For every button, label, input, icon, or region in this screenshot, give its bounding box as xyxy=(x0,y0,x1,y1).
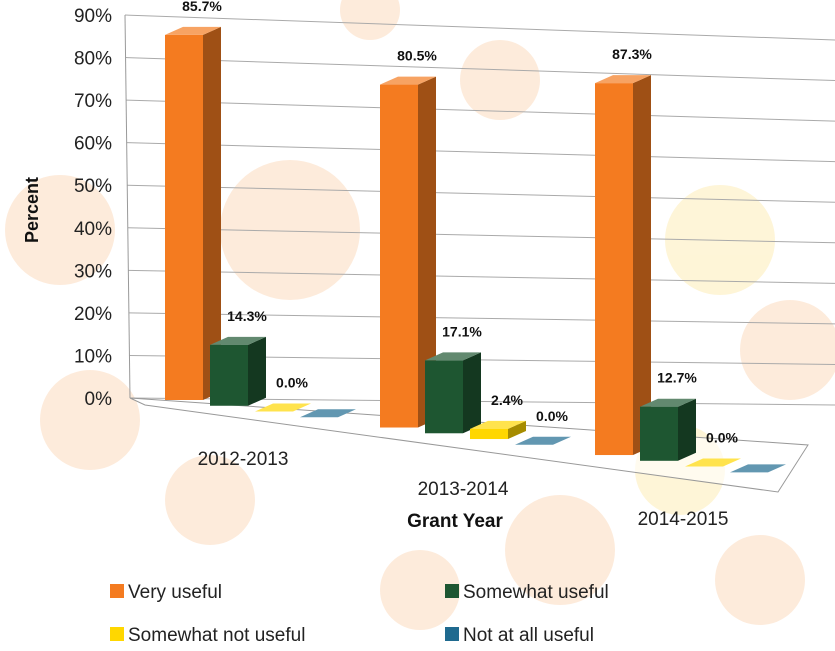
chart: Percent Grant Year Very useful Somewhat u… xyxy=(0,0,835,646)
legend-swatch xyxy=(445,584,459,598)
y-tick-label: 80% xyxy=(74,49,112,70)
legend-swatch xyxy=(110,584,124,598)
value-label: 85.7% xyxy=(182,0,222,14)
bar-side xyxy=(463,352,481,433)
y-tick-label: 60% xyxy=(74,134,112,155)
y-tick-label: 20% xyxy=(74,304,112,325)
bar xyxy=(595,83,633,455)
bar xyxy=(210,345,248,406)
value-label: 80.5% xyxy=(397,48,437,64)
y-axis-label: Percent xyxy=(22,177,42,243)
value-label: 87.3% xyxy=(612,46,652,62)
y-axis xyxy=(125,15,130,398)
x-axis-label: Grant Year xyxy=(407,511,503,532)
x-tick-label: 2012-2013 xyxy=(198,449,289,470)
y-tick-label: 10% xyxy=(74,346,112,367)
legend-label: Somewhat not useful xyxy=(128,625,305,646)
grid-line xyxy=(125,15,835,40)
legend-label: Very useful xyxy=(128,582,222,603)
legend: Very useful Somewhat useful Somewhat not u… xyxy=(110,582,609,646)
x-tick-label: 2013-2014 xyxy=(418,479,509,500)
y-tick-label: 30% xyxy=(74,261,112,282)
value-label: 17.1% xyxy=(442,323,482,339)
legend-label: Not at all useful xyxy=(463,625,594,646)
y-tick-label: 90% xyxy=(74,6,112,27)
y-tick-label: 70% xyxy=(74,91,112,112)
value-label: 0.0% xyxy=(276,375,308,391)
value-label: 0.0% xyxy=(706,430,738,446)
bar-side xyxy=(633,75,651,455)
legend-swatch xyxy=(110,627,124,641)
value-label: 2.4% xyxy=(491,392,523,408)
y-tick-label: 0% xyxy=(85,389,113,410)
value-label: 0.0% xyxy=(536,408,568,424)
bar-side xyxy=(678,399,696,461)
legend-swatch xyxy=(445,627,459,641)
y-tick-label: 50% xyxy=(74,176,112,197)
x-tick-label: 2014-2015 xyxy=(638,509,729,530)
bar-side xyxy=(248,337,266,406)
value-label: 14.3% xyxy=(227,308,267,324)
legend-label: Somewhat useful xyxy=(463,582,609,603)
bar xyxy=(380,85,418,428)
bar xyxy=(165,35,203,400)
grid-line xyxy=(127,143,835,162)
bar xyxy=(470,429,508,439)
bar xyxy=(425,360,463,433)
bar xyxy=(640,407,678,461)
value-label: 12.7% xyxy=(657,370,697,386)
y-tick-label: 40% xyxy=(74,219,112,240)
